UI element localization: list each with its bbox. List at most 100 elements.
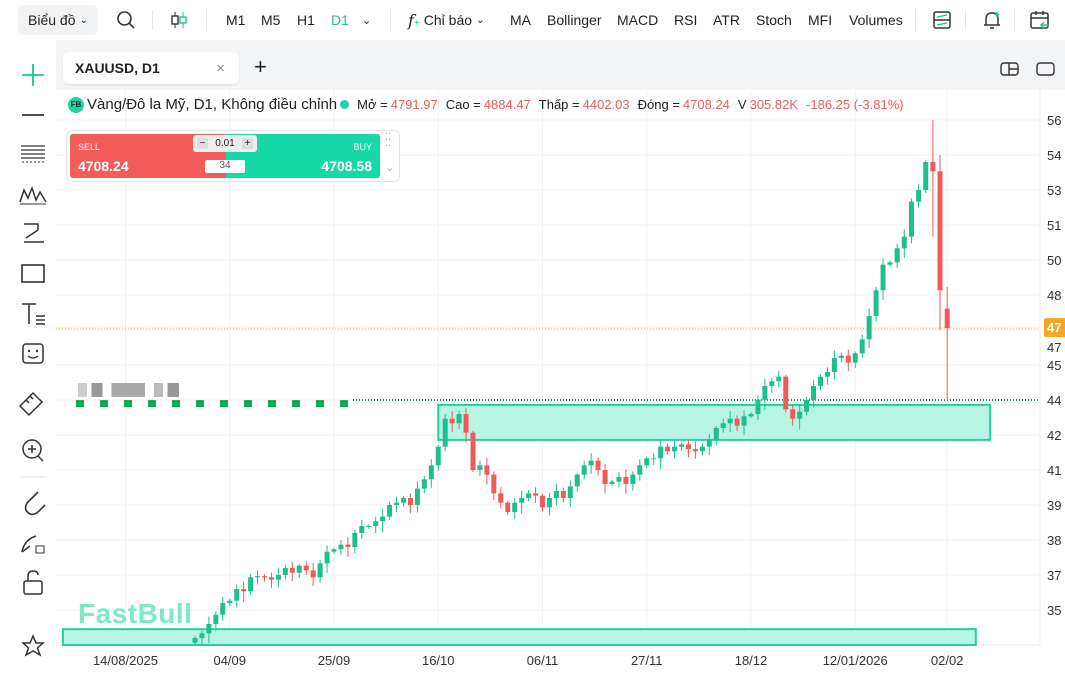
- candle-up: [651, 458, 657, 460]
- chart-menu-button[interactable]: Biểu đồ ⌄: [18, 5, 98, 35]
- candle-up: [811, 386, 817, 400]
- indicators-button[interactable]: f + Chỉ báo ⌄: [408, 10, 485, 30]
- date-tick-label: 04/09: [213, 653, 246, 668]
- magnet-icon[interactable]: [24, 491, 46, 516]
- candle-up: [477, 465, 483, 470]
- layout-template-icon[interactable]: [932, 0, 952, 40]
- candle-down: [268, 577, 274, 580]
- crosshair-icon[interactable]: [22, 64, 44, 86]
- lot-stepper[interactable]: −0.01 +: [193, 135, 257, 152]
- candle-up: [421, 479, 427, 489]
- candle-up: [317, 563, 323, 578]
- indicator-ma[interactable]: MA: [510, 12, 531, 28]
- candle-up: [804, 400, 810, 412]
- candle-up: [644, 458, 650, 466]
- indicator-macd[interactable]: MACD: [617, 12, 659, 28]
- search-icon[interactable]: [116, 0, 136, 40]
- timeframe-m5[interactable]: M5: [261, 12, 281, 28]
- candle-down: [692, 449, 698, 452]
- date-tick-label: 18/12: [735, 653, 768, 668]
- market-status-dot: [340, 100, 350, 109]
- date-tick-label: 14/08/2025: [93, 653, 158, 668]
- split-layout-icon[interactable]: [1000, 61, 1020, 77]
- indicator-mfi[interactable]: MFI: [808, 12, 833, 28]
- expand-chevron-icon[interactable]: ⌄: [385, 162, 395, 174]
- symbol-legend: FB Vàng/Đô la Mỹ, D1, Không điều chỉnh M…: [68, 96, 909, 113]
- top-toolbar: Biểu đồ ⌄ M1 M5 H1 D1 ⌄ f + Chỉ báo ⌄ MA Bol…: [0, 0, 1065, 40]
- timeframe-d1[interactable]: D1: [331, 12, 349, 28]
- increase-lot-button[interactable]: +: [242, 138, 253, 149]
- tab-xauusd-d1[interactable]: XAUUSD, D1 ×: [63, 52, 239, 84]
- single-layout-icon[interactable]: [1036, 61, 1056, 77]
- add-tab-button[interactable]: +: [254, 54, 267, 79]
- current-price-label: 47: [1047, 320, 1061, 335]
- buy-button[interactable]: BUY 4708.58: [226, 134, 380, 178]
- indicator-atr[interactable]: ATR: [713, 12, 740, 28]
- price-tick-label: 47: [1047, 340, 1061, 355]
- pattern-icon[interactable]: [19, 185, 47, 205]
- indicator-volumes[interactable]: Volumes: [849, 12, 903, 28]
- price-tick-label: 53: [1047, 183, 1061, 198]
- candle-up: [769, 381, 775, 386]
- candle-down: [560, 491, 566, 498]
- drag-handle-icon[interactable]: ⁚⁚ ⁚⁚: [385, 132, 392, 149]
- date-tick-label: 12/01/2026: [823, 653, 888, 668]
- price-tick-label: 54: [1047, 148, 1061, 163]
- lock-drawings-icon[interactable]: [21, 535, 45, 554]
- quick-trade-panel: SELL 4708.24 BUY 4708.58 −0.01 + 34 ⁚⁚ ⁚⁚ ⌄: [66, 130, 400, 182]
- candle-up: [755, 400, 761, 414]
- candle-up: [831, 358, 837, 372]
- calendar-icon[interactable]: [1029, 0, 1051, 40]
- zone-rectangle[interactable]: [61, 628, 977, 647]
- text-tool-icon[interactable]: [22, 303, 45, 325]
- alert-bell-icon[interactable]: [981, 0, 1003, 40]
- close-icon[interactable]: ×: [216, 59, 225, 77]
- timeframe-m1[interactable]: M1: [226, 12, 246, 28]
- candle-down: [407, 498, 413, 505]
- candle-up: [658, 446, 664, 459]
- price-tick-label: 44: [1047, 393, 1061, 408]
- candle-down: [665, 446, 671, 452]
- candle-up: [206, 624, 212, 634]
- candle-down: [449, 418, 455, 424]
- chevron-down-icon: ⌄: [79, 14, 88, 26]
- ruler-icon[interactable]: [18, 391, 44, 417]
- candle-up: [526, 493, 532, 498]
- fb-badge: FB: [68, 96, 84, 113]
- candle-up: [387, 505, 393, 517]
- rectangle-icon[interactable]: [21, 264, 45, 283]
- candle-up: [338, 544, 344, 550]
- candle-up: [359, 526, 365, 533]
- candle-up: [630, 474, 636, 484]
- indicator-bollinger[interactable]: Bollinger: [547, 12, 602, 28]
- candle-up: [609, 481, 615, 484]
- candle-up: [574, 474, 580, 487]
- candlestick-icon[interactable]: [170, 0, 188, 40]
- indicator-stoch[interactable]: Stoch: [756, 12, 792, 28]
- candle-up: [456, 414, 462, 424]
- candle-up: [435, 446, 441, 466]
- candlestick-chart[interactable]: 56 54 53 51 50 48 47 45 44 42 41 39 38 37 35 47 14/08/20…: [56, 90, 1065, 677]
- indicator-rsi[interactable]: RSI: [674, 12, 698, 28]
- candle-up: [706, 439, 712, 447]
- function-icon: f: [408, 10, 414, 30]
- candle-down: [289, 568, 295, 573]
- zoom-in-icon[interactable]: [22, 439, 44, 462]
- candle-up: [296, 565, 302, 573]
- timeframe-more-chevron-icon[interactable]: ⌄: [362, 14, 372, 27]
- decrease-lot-button[interactable]: −: [197, 138, 208, 149]
- chart-area[interactable]: 56 54 53 51 50 48 47 45 44 42 41 39 38 37 35 47 14/08/20…: [56, 90, 1065, 677]
- trend-tool-icon[interactable]: [24, 223, 44, 243]
- unlock-icon[interactable]: [23, 570, 43, 595]
- candle-down: [595, 460, 601, 470]
- candle-down: [734, 418, 740, 426]
- candle-up: [442, 418, 448, 447]
- timeframe-h1[interactable]: H1: [297, 12, 315, 28]
- emoji-icon[interactable]: [22, 343, 44, 364]
- candle-up: [428, 465, 434, 480]
- candle-up: [741, 416, 747, 426]
- favorite-star-icon[interactable]: [21, 634, 45, 657]
- candle-down: [491, 474, 497, 494]
- candle-up: [873, 290, 879, 316]
- fib-lines-icon[interactable]: [21, 145, 45, 163]
